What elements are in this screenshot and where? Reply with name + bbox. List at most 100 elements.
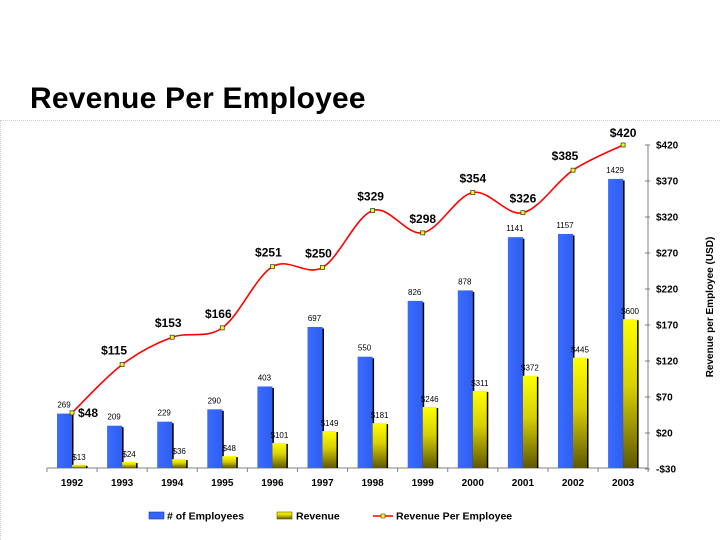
employee-data-label: 209 bbox=[107, 413, 121, 422]
revenue-data-label: $246 bbox=[421, 395, 439, 404]
employee-data-label: 269 bbox=[57, 401, 71, 410]
revenue-bar bbox=[122, 462, 137, 468]
rpe-data-label: $354 bbox=[459, 172, 486, 186]
revenue-bar bbox=[372, 423, 387, 468]
employee-bar bbox=[57, 413, 72, 468]
rpe-data-label: $298 bbox=[409, 212, 436, 226]
x-tick-label: 2003 bbox=[612, 478, 635, 489]
right-axis-tick-label: $220 bbox=[656, 285, 679, 296]
employee-bar bbox=[157, 421, 173, 468]
rpe-data-label: $153 bbox=[155, 316, 182, 330]
rpe-data-label: $385 bbox=[552, 149, 579, 163]
right-axis-tick-label: $420 bbox=[656, 141, 679, 152]
revenue-bar bbox=[623, 319, 638, 468]
legend: # of Employees Revenue Revenue Per Employe… bbox=[148, 511, 512, 523]
employee-data-label: 1429 bbox=[606, 166, 624, 175]
revenue-bar bbox=[322, 431, 337, 468]
x-tick-label: 1998 bbox=[361, 478, 384, 489]
revenue-data-label: $48 bbox=[223, 444, 237, 453]
legend-swatch-employees bbox=[148, 511, 165, 520]
legend-label-employees: # of Employees bbox=[167, 511, 244, 523]
revenue-data-label: $445 bbox=[571, 346, 589, 355]
employee-bar bbox=[207, 409, 223, 468]
revenue-bar bbox=[472, 390, 487, 468]
x-tick-label: 1995 bbox=[211, 478, 234, 489]
line-layer bbox=[69, 142, 626, 416]
x-tick-label: 1992 bbox=[61, 478, 84, 489]
rpe-data-label: $251 bbox=[255, 246, 282, 260]
rpe-data-label: $326 bbox=[510, 192, 537, 206]
employee-bar bbox=[357, 356, 373, 468]
line-marker bbox=[219, 325, 225, 331]
line-marker bbox=[570, 167, 576, 173]
employee-data-label: 878 bbox=[458, 277, 472, 286]
revenue-bar bbox=[72, 464, 86, 468]
rpe-data-label: $250 bbox=[305, 246, 332, 260]
employee-bar bbox=[257, 386, 273, 468]
bars bbox=[57, 178, 639, 468]
employee-bar bbox=[307, 326, 323, 468]
right-axis-tick-label: $370 bbox=[656, 177, 679, 188]
line-marker bbox=[470, 190, 476, 195]
employee-data-label: 826 bbox=[408, 288, 422, 297]
right-axis-tick-label: $320 bbox=[656, 213, 679, 224]
legend-label-rpe: Revenue Per Employee bbox=[396, 511, 512, 523]
right-axis-tick-label: $120 bbox=[656, 357, 679, 368]
employee-bar bbox=[507, 237, 523, 468]
axes: 1992 1993 1994 1995 1996 1997 1998 1999 2000 2001… bbox=[46, 141, 716, 489]
rpe-data-label: $420 bbox=[610, 126, 637, 140]
labels: 269 $13 209 $24 229 $36 290 $48 403 $101 697 $149 55… bbox=[57, 126, 639, 462]
right-axis-tick-label: $270 bbox=[656, 249, 679, 260]
x-tick-label: 1999 bbox=[412, 478, 435, 489]
line-marker bbox=[370, 208, 376, 213]
revenue-bar bbox=[422, 406, 437, 468]
line-marker bbox=[620, 142, 626, 148]
employee-data-label: 229 bbox=[158, 409, 172, 418]
employee-bar bbox=[558, 233, 573, 468]
revenue-bar bbox=[222, 456, 237, 468]
revenue-data-label: $13 bbox=[72, 453, 86, 462]
line-marker bbox=[269, 264, 275, 270]
x-tick-label: 2001 bbox=[512, 478, 535, 489]
revenue-data-label: $36 bbox=[173, 447, 187, 456]
employee-bar bbox=[407, 300, 423, 468]
rpe-data-label: $329 bbox=[357, 190, 384, 204]
employee-data-label: 290 bbox=[208, 396, 222, 405]
revenue-data-label: $600 bbox=[621, 307, 639, 316]
employee-data-label: 550 bbox=[358, 344, 372, 353]
revenue-bar bbox=[172, 459, 187, 468]
employee-bar bbox=[608, 178, 624, 468]
employee-data-label: 1141 bbox=[506, 224, 524, 233]
line-marker bbox=[119, 362, 125, 368]
revenue-bar bbox=[522, 375, 537, 468]
revenue-per-employee-line bbox=[71, 144, 624, 414]
x-tick-label: 2002 bbox=[562, 478, 585, 489]
line-marker bbox=[69, 410, 75, 416]
revenue-data-label: $372 bbox=[521, 364, 539, 373]
revenue-data-label: $181 bbox=[371, 411, 389, 420]
x-tick-label: 1994 bbox=[161, 478, 184, 489]
revenue-data-label: $101 bbox=[271, 431, 289, 440]
revenue-data-label: $311 bbox=[471, 379, 489, 388]
right-axis-tick-label: $20 bbox=[656, 429, 673, 440]
rpe-data-label: $166 bbox=[205, 307, 232, 321]
employee-data-label: 403 bbox=[258, 373, 272, 382]
rpe-data-label: $115 bbox=[101, 344, 127, 358]
employee-bar bbox=[457, 290, 473, 468]
right-axis-title: Revenue per Employee (USD) bbox=[705, 237, 716, 378]
x-tick-label: 2000 bbox=[462, 478, 485, 489]
line-marker bbox=[520, 210, 526, 216]
right-axis-tick-label: $70 bbox=[656, 393, 673, 404]
chart-frame bbox=[0, 120, 720, 540]
legend-swatch-marker bbox=[380, 513, 386, 519]
x-tick-label: 1993 bbox=[111, 478, 134, 489]
revenue-data-label: $24 bbox=[122, 450, 136, 459]
x-tick-label: 1996 bbox=[261, 478, 284, 489]
employee-data-label: 697 bbox=[308, 314, 322, 323]
line-marker bbox=[169, 334, 175, 340]
employee-bar bbox=[107, 425, 123, 468]
slide-title: Revenue Per Employee bbox=[30, 82, 366, 115]
revenue-bar bbox=[272, 442, 287, 468]
x-tick-label: 1997 bbox=[311, 478, 334, 489]
